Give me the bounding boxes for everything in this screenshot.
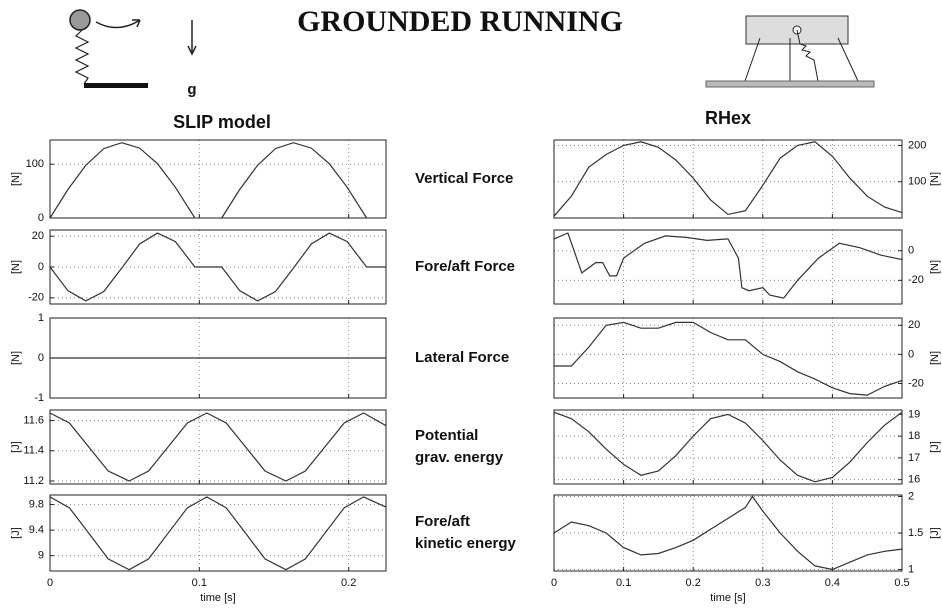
plot-area: [554, 230, 902, 304]
y-tick-label: 0: [908, 245, 914, 257]
y-tick-label: 100: [26, 158, 44, 170]
plot-area: [50, 410, 386, 484]
x-tick-label: 0.5: [894, 577, 909, 589]
y-axis-label: [J]: [929, 441, 941, 453]
y-tick-label: 2: [908, 490, 914, 502]
y-tick-label: 0: [908, 348, 914, 360]
x-tick-label: 0.3: [755, 577, 770, 589]
plot-frame: [553, 139, 903, 219]
y-tick-label: 9.8: [29, 498, 44, 510]
plot-frame: [49, 409, 387, 485]
y-tick-label: 0: [38, 212, 44, 224]
y-tick-label: -20: [28, 292, 44, 304]
row-label: grav. energy: [415, 449, 504, 466]
y-axis-label: [J]: [10, 441, 22, 453]
plot-area: [554, 410, 902, 484]
row-label: Fore/aft: [415, 513, 470, 530]
plot-area: [554, 318, 902, 398]
y-axis-label: [N]: [929, 351, 941, 365]
plot-frame: [553, 409, 903, 485]
plot-area: [50, 140, 386, 218]
y-tick-label: 100: [908, 176, 926, 188]
y-axis-label: [N]: [10, 172, 22, 186]
data-line: [553, 411, 903, 483]
y-axis-label: [N]: [10, 351, 22, 365]
row-label: Vertical Force: [415, 170, 513, 187]
y-axis-label: [N]: [10, 260, 22, 274]
data-line: [49, 142, 368, 219]
y-axis-label: [N]: [929, 172, 941, 186]
y-tick-label: 18: [908, 430, 920, 442]
y-tick-label: 17: [908, 452, 920, 464]
row-label: Fore/aft Force: [415, 258, 515, 275]
rhex-icon: [705, 15, 875, 88]
column-title: SLIP model: [173, 112, 271, 132]
data-line: [553, 495, 903, 571]
y-tick-label: 19: [908, 408, 920, 420]
data-line: [49, 496, 387, 571]
y-tick-label: 16: [908, 474, 920, 486]
data-line: [49, 232, 386, 302]
row-label: Lateral Force: [415, 349, 509, 366]
gravity-label: g: [187, 81, 196, 98]
x-tick-label: 0: [47, 577, 53, 589]
y-tick-label: -20: [908, 377, 924, 389]
title: GROUNDED RUNNING: [297, 5, 623, 38]
y-tick-label: 1: [38, 312, 44, 324]
plot-frame: [49, 494, 387, 572]
x-tick-label: 0: [551, 577, 557, 589]
y-tick-label: 0: [38, 352, 44, 364]
plot-frame: [553, 317, 903, 399]
plot-frame: [49, 317, 387, 399]
y-tick-label: 11.6: [23, 414, 44, 426]
x-tick-label: 0.1: [616, 577, 631, 589]
x-axis-label: time [s]: [200, 592, 235, 604]
data-line: [553, 141, 903, 217]
y-tick-label: 1.5: [908, 527, 923, 539]
y-tick-label: 11.2: [23, 475, 44, 487]
data-line: [49, 412, 387, 482]
row-label: Potential: [415, 427, 478, 444]
y-tick-label: 11.4: [23, 445, 44, 457]
x-tick-label: 0.1: [192, 577, 207, 589]
data-line: [553, 232, 903, 299]
y-tick-label: 20: [32, 230, 44, 242]
x-tick-label: 0.4: [825, 577, 840, 589]
data-line: [554, 321, 903, 396]
y-tick-label: 200: [908, 139, 926, 151]
x-tick-label: 0.2: [341, 577, 356, 589]
plot-area: [554, 495, 902, 571]
x-tick-label: 0.2: [686, 577, 701, 589]
y-tick-label: 9.4: [29, 524, 44, 536]
plot-area: [554, 140, 902, 218]
y-tick-label: -1: [34, 392, 44, 404]
plot-area: [50, 495, 386, 571]
plot-frame: [553, 494, 903, 572]
plot-frame: [49, 139, 387, 219]
plot-frame: [49, 229, 387, 305]
column-title: RHex: [705, 108, 751, 128]
plot-frame: [553, 229, 903, 305]
y-tick-label: 0: [38, 261, 44, 273]
slip-icon: [69, 9, 197, 88]
y-axis-label: [J]: [929, 527, 941, 539]
y-tick-label: 1: [908, 563, 914, 575]
y-tick-label: 9: [38, 550, 44, 562]
y-axis-label: [N]: [929, 260, 941, 274]
y-axis-label: [J]: [10, 527, 22, 539]
row-label: kinetic energy: [415, 535, 517, 552]
y-tick-label: -20: [908, 274, 924, 286]
x-axis-label: time [s]: [710, 592, 745, 604]
y-tick-label: 20: [908, 319, 920, 331]
